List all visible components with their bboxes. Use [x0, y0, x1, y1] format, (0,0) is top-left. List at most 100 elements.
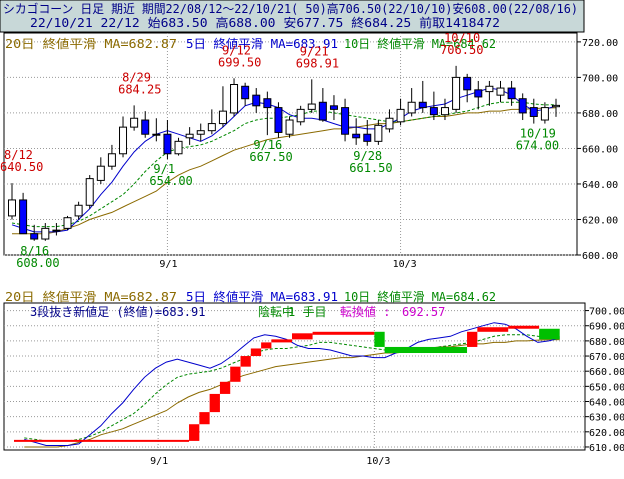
- tlb-ytick-label: 690.00: [589, 322, 624, 333]
- high-label-value: 684.25: [118, 82, 161, 96]
- candle-body: [552, 104, 560, 108]
- low-label-value: 674.00: [516, 139, 559, 153]
- high-label-date: 9/12: [222, 43, 251, 57]
- candle-body: [41, 227, 50, 240]
- ma5-line: [11, 87, 557, 233]
- low-label-date: 9/16: [253, 138, 282, 152]
- candle-body: [96, 165, 105, 181]
- price-ytick-label: 700.00: [582, 73, 618, 84]
- candle-body: [130, 117, 139, 128]
- candle-body: [429, 107, 438, 116]
- candle-body: [418, 101, 427, 109]
- price-ytick-label: 600.00: [582, 251, 618, 262]
- low-label-value: 654.00: [149, 174, 192, 188]
- tlb-step: 1 手目: [288, 305, 326, 319]
- header-line2: 22/10/21 22/12 始683.50 高688.00 安677.75 終…: [30, 15, 500, 30]
- candle-body: [174, 140, 183, 155]
- candle-body: [352, 133, 361, 139]
- high-label-value: 640.50: [0, 160, 43, 174]
- high-label-date: 10/10: [444, 31, 480, 45]
- price-legend-ma10: 10日 終値平滑 MA=684.62: [344, 36, 496, 51]
- candle-body: [263, 98, 272, 109]
- tlb-brick-up: [467, 331, 478, 347]
- candle-body: [341, 107, 350, 135]
- candle-body: [496, 87, 505, 96]
- candle-body: [85, 178, 94, 206]
- price-ytick-label: 680.00: [582, 109, 618, 120]
- tlb-ytick-label: 700.00: [589, 307, 624, 318]
- tlb-brick-up: [261, 342, 272, 349]
- tlb-brick-down: [539, 328, 560, 340]
- candle-body: [285, 119, 294, 135]
- high-label-date: 9/21: [300, 44, 329, 58]
- candle-body: [107, 153, 116, 167]
- candle-body: [374, 124, 383, 142]
- tlb-brick-up: [292, 333, 313, 340]
- ma20-line: [12, 107, 557, 235]
- candle-body: [207, 123, 216, 132]
- tlb-brick-up: [477, 327, 509, 332]
- tlb-brick-up: [271, 339, 292, 343]
- low-label-value: 667.50: [249, 150, 292, 164]
- candle-body: [274, 107, 283, 133]
- candle-body: [241, 85, 250, 100]
- candle-body: [507, 87, 516, 100]
- candle-body: [8, 199, 16, 217]
- candle-body: [74, 204, 83, 217]
- price-ytick-label: 660.00: [582, 144, 618, 155]
- tlb-brick-up: [219, 381, 231, 394]
- tlb-ytick-label: 680.00: [589, 337, 624, 348]
- tlb-brick-up: [508, 325, 540, 329]
- tlb-legend-ma5: 5日 終値平滑 MA=683.91: [186, 289, 338, 304]
- tlb-ytick-label: 650.00: [589, 382, 624, 393]
- price-xtick-label: 10/3: [393, 259, 417, 270]
- candle-body: [152, 133, 161, 136]
- header-line1: シカゴコーン 日足 期近 期間22/08/12～22/10/21( 50)高70…: [3, 1, 578, 16]
- candle-body: [19, 199, 28, 235]
- candle-body: [230, 84, 239, 114]
- candle-body: [440, 107, 449, 116]
- tlb-legend-ma20: 20日 終値平滑 MA=682.87: [5, 289, 177, 304]
- tlb-ytick-label: 670.00: [589, 352, 624, 363]
- tlb-subtitle: 3段抜き新値足 (終値)=683.91: [30, 304, 205, 319]
- candle-body: [185, 133, 194, 139]
- tlb-brick-up: [230, 366, 241, 382]
- high-label-value: 706.50: [440, 43, 483, 57]
- price-ytick-label: 620.00: [582, 215, 618, 226]
- three-line-break-panel: 20日 終値平滑 MA=682.87 5日 終値平滑 MA=683.91 10日 終…: [3, 289, 624, 467]
- candle-body: [474, 89, 483, 98]
- low-label-date: 9/1: [153, 162, 175, 176]
- price-legend-ma5: 5日 終値平滑 MA=683.91: [186, 36, 338, 51]
- candle-body: [518, 98, 527, 114]
- low-label-value: 608.00: [16, 256, 59, 270]
- candle-body: [296, 108, 305, 123]
- high-label-value: 699.50: [218, 55, 261, 69]
- tlb-brick-up: [199, 412, 210, 425]
- tlb-ytick-label: 610.00: [589, 443, 624, 454]
- low-label-value: 661.50: [349, 161, 392, 175]
- candle-body: [307, 103, 316, 110]
- high-label-value: 698.91: [296, 56, 339, 70]
- tlb-brick-up: [312, 331, 375, 335]
- tlb-brick-up: [209, 393, 220, 413]
- candle-body: [385, 117, 394, 130]
- tlb-status: 陰転中: [258, 304, 294, 319]
- tlb-xtick-label: 9/1: [150, 456, 168, 467]
- low-label-date: 9/28: [353, 149, 382, 163]
- price-ytick-label: 640.00: [582, 180, 618, 191]
- candle-body: [196, 130, 205, 135]
- candle-body: [396, 108, 405, 123]
- header-bar: [0, 0, 585, 33]
- price-xtick-label: 9/1: [159, 259, 177, 270]
- price-chart-panel: 600.00 620.00 640.00 660.00 680.00 700.00 720.…: [0, 31, 618, 270]
- tlb-ytick-label: 630.00: [589, 413, 624, 424]
- candle-body: [218, 110, 227, 125]
- tlb-ytick-label: 660.00: [589, 367, 624, 378]
- tlb-plot-area: [3, 302, 586, 451]
- tlb-brick-up: [189, 424, 200, 441]
- price-legend-ma20: 20日 終値平滑 MA=682.87: [5, 36, 177, 51]
- tlb-ytick-label: 620.00: [589, 428, 624, 439]
- candle-body: [529, 107, 538, 117]
